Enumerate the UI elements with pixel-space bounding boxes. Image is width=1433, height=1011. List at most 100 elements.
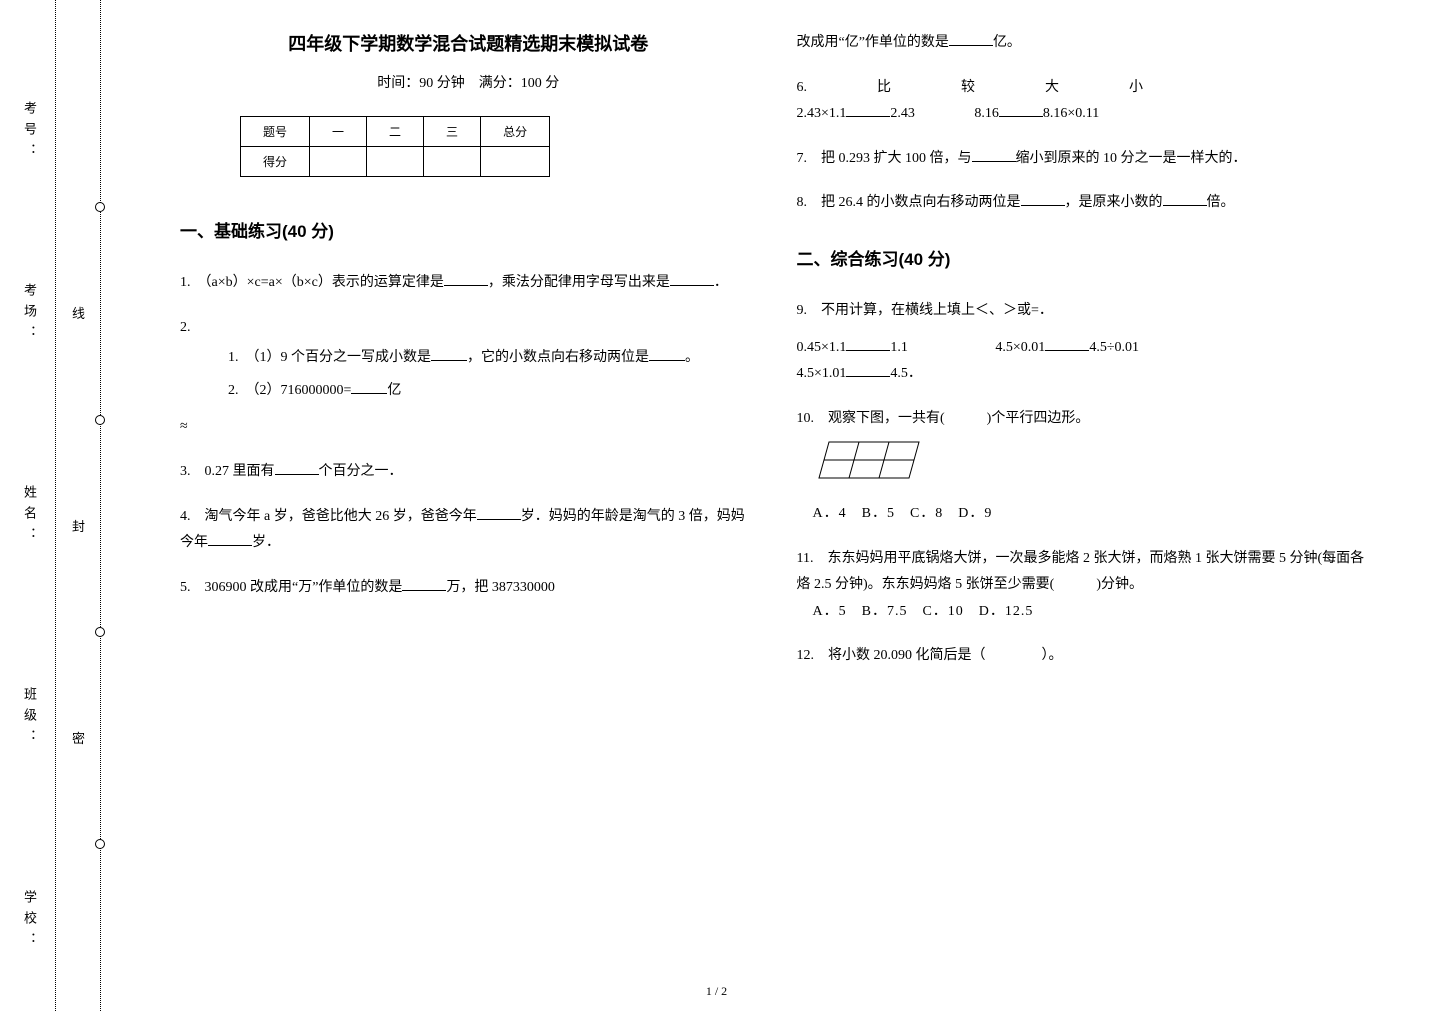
q9-l2a: 4.5×0.01 [995,340,1045,355]
q2-approx: ≈ [180,414,757,441]
blank [1163,192,1207,206]
binding-inner-feng: 封 [72,516,85,535]
q2-sublist: 1. （1）9 个百分之一写成小数是 ，它的小数点向右移动两位是 。 2. （2）7… [228,345,757,404]
left-column: 四年级下学期数学混合试题精选期末模拟试卷 时间：90 分钟 满分：100 分 题… [160,30,777,991]
blank [999,103,1043,117]
score-table: 题号 一 二 三 总分 得分 [240,116,550,177]
binding-margin: 学校： 班级： 姓名： 考场： 考号： 密 封 线 [0,0,140,1011]
q1-text-a: 1. （a×b）×c=a×（b×c）表示的运算定律是 [180,275,444,290]
q5-b-trunc: 万，把 387330000 [446,580,555,595]
question-5-part-a: 5. 306900 改成用“万”作单位的数是 万，把 387330000 [180,575,757,602]
blank [846,103,890,117]
blank [846,337,890,351]
question-11: 11. 东东妈妈用平底锅烙大饼，一次最多能烙 2 张大饼，而烙熟 1 张大饼需要… [797,546,1374,626]
blank [208,532,252,546]
q6-l1b: 2.43 [890,106,915,121]
score-table-score-row: 得分 [241,147,550,177]
q9-l3b: 4.5． [890,366,922,381]
question-7: 7. 把 0.293 扩大 100 倍，与 缩小到原来的 10 分之一是一样大的． [797,146,1374,173]
binding-inner-xian: 线 [72,303,85,322]
binding-label-room: 考场： [20,283,39,346]
q9-stem: 9. 不用计算，在横线上填上＜、＞或=． [797,298,1374,325]
q9-l3a: 4.5×1.01 [797,366,847,381]
binding-circle [95,839,105,849]
binding-label-school: 学校： [20,890,39,953]
blank [649,347,685,361]
question-6: 6. 比 较 大 小 2.43×1.12.43 8.168.16×0.11 [797,75,1374,128]
q2-sub1: 1. （1）9 个百分之一写成小数是 ，它的小数点向右移动两位是 。 [228,345,757,372]
blank [1045,337,1089,351]
question-1: 1. （a×b）×c=a×（b×c）表示的运算定律是 ，乘法分配律用字母写出来是 ． [180,270,757,297]
score-th: 一 [310,117,367,147]
score-th: 题号 [241,117,310,147]
exam-subtitle: 时间：90 分钟 满分：100 分 [180,72,757,92]
parallelogram-figure [815,438,1374,495]
exam-title: 四年级下学期数学混合试题精选期末模拟试卷 [180,30,757,56]
content-area: 四年级下学期数学混合试题精选期末模拟试卷 时间：90 分钟 满分：100 分 题… [140,0,1433,1011]
binding-inner-mi: 密 [72,728,85,747]
q2-sub1-b: ，它的小数点向右移动两位是 [467,350,649,365]
q4-c: 岁． [252,535,280,550]
binding-dotted-line-inner [55,0,56,1011]
q3-b: 个百分之一． [319,464,403,479]
blank [949,32,993,46]
blank [477,506,521,520]
question-5-part-b: 改成用“亿”作单位的数是 亿。 [797,30,1374,57]
q8-b: ，是原来小数的 [1065,195,1163,210]
q9-l2b: 4.5÷0.01 [1089,340,1139,355]
q7-b: 缩小到原来的 10 分之一是一样大的． [1016,151,1247,166]
q2-sub1-a: 1. （1）9 个百分之一写成小数是 [228,350,431,365]
score-cell [424,147,481,177]
binding-label-name: 姓名： [20,485,39,548]
q9-l1a: 0.45×1.1 [797,340,847,355]
score-row-label: 得分 [241,147,310,177]
question-4: 4. 淘气今年 a 岁，爸爸比他大 26 岁，爸爸今年岁．妈妈的年龄是淘气的 3… [180,504,757,557]
binding-circle [95,627,105,637]
page-number: 1 / 2 [706,984,727,999]
score-th: 三 [424,117,481,147]
score-cell [367,147,424,177]
q6-l2b: 8.16×0.11 [1043,106,1099,121]
blank [402,577,446,591]
question-9: 9. 不用计算，在横线上填上＜、＞或=． 0.45×1.11.1 4.5×0.0… [797,298,1374,388]
blank [972,148,1016,162]
q4-a: 4. 淘气今年 a 岁，爸爸比他大 26 岁，爸爸今年 [180,509,477,524]
question-8: 8. 把 26.4 的小数点向右移动两位是，是原来小数的倍。 [797,190,1374,217]
binding-label-class: 班级： [20,687,39,750]
blank [670,272,714,286]
blank [351,380,387,394]
q2-sub1-c: 。 [685,350,699,365]
blank [444,272,488,286]
binding-dotted-line [100,0,101,1011]
q6-header: 比 较 大 小 [877,80,1143,95]
question-10: 10. 观察下图，一共有( )个平行四边形。 A．4 B．5 C．8 D．9 [797,406,1374,528]
q11-stem: 11. 东东妈妈用平底锅烙大饼，一次最多能烙 2 张大饼，而烙熟 1 张大饼需要… [797,546,1374,599]
q2-sub2-b: 亿 [387,383,401,398]
blank [275,461,319,475]
q10-stem: 10. 观察下图，一共有( )个平行四边形。 [797,406,1374,433]
q2-sub2-a: 2. （2）716000000= [228,383,351,398]
q6-l1a: 2.43×1.1 [797,106,847,121]
blank [431,347,467,361]
score-th: 二 [367,117,424,147]
q9-lines: 0.45×1.11.1 4.5×0.014.5÷0.01 4.5×1.014.5… [797,335,1374,388]
q11-options: A．5 B．7.5 C．10 D．12.5 [813,599,1374,626]
binding-label-number: 考号： [20,101,39,164]
q2-label: 2. [180,315,757,342]
q1-text-b: ，乘法分配律用字母写出来是 [488,275,670,290]
q3-a: 3. 0.27 里面有 [180,464,275,479]
question-3: 3. 0.27 里面有 个百分之一． [180,459,757,486]
question-12: 12. 将小数 20.090 化简后是（ ）。 [797,643,1374,670]
q10-options: A．4 B．5 C．8 D．9 [813,501,1374,528]
q5-c: 亿。 [993,35,1021,50]
binding-circle [95,202,105,212]
page: 学校： 班级： 姓名： 考场： 考号： 密 封 线 四年级下学期数学混合试题精选… [0,0,1433,1011]
q8-a: 8. 把 26.4 的小数点向右移动两位是 [797,195,1021,210]
q5-cont: 改成用“亿”作单位的数是 [797,35,949,50]
q5-a: 5. 306900 改成用“万”作单位的数是 [180,580,402,595]
q7-a: 7. 把 0.293 扩大 100 倍，与 [797,151,972,166]
question-2: 2. 1. （1）9 个百分之一写成小数是 ，它的小数点向右移动两位是 。 2. （… [180,315,757,441]
q1-text-c: ． [714,275,728,290]
score-cell [481,147,550,177]
score-th: 总分 [481,117,550,147]
